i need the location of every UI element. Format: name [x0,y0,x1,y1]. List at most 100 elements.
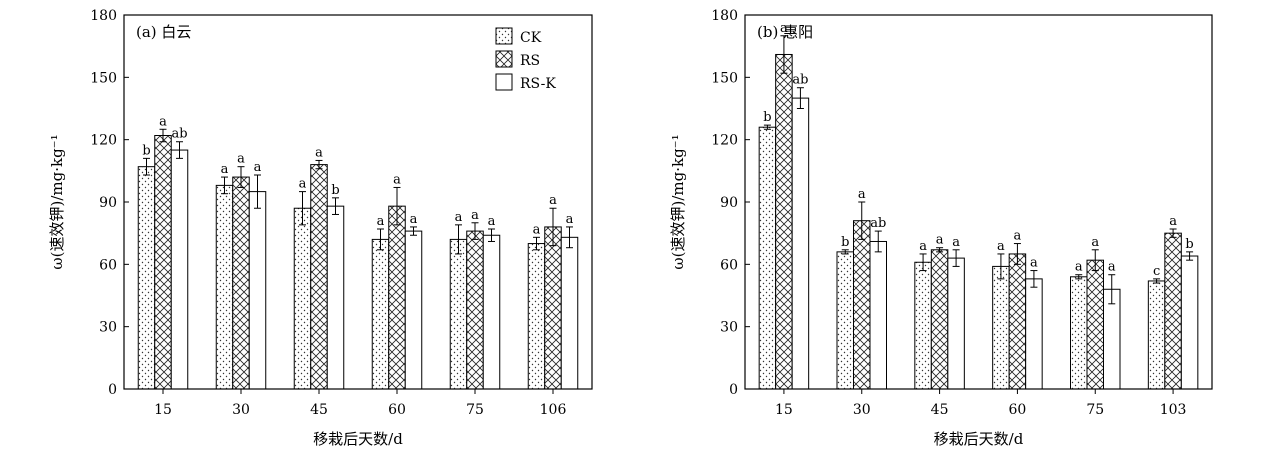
y-tick-label: 150 [711,70,738,86]
significance-label: ab [792,73,808,88]
plot-frame [744,14,1213,390]
y-tick-label: 60 [720,257,738,273]
bar-rs-k-15 [170,149,189,390]
bar-rs-45 [930,249,949,390]
significance-label: a [1091,235,1099,250]
bar-rs-k-75 [482,234,501,390]
bar-rs-103 [1164,232,1182,390]
panel-label: (b) 惠阳 [757,23,813,41]
significance-label: b [1185,237,1193,252]
significance-label: a [1108,260,1116,275]
significance-label: a [377,214,385,229]
y-axis-label: ω(速效钾)/mg·kg⁻¹ [48,134,66,269]
significance-label: a [455,210,463,225]
bar-rs-k-45 [947,257,965,390]
bar-ck-30 [836,251,854,390]
y-tick-label: 30 [99,320,117,336]
y-tick-label: 0 [108,382,117,398]
significance-label: ab [171,127,187,142]
y-tick-label: 180 [711,8,738,24]
significance-label: c [1153,264,1160,279]
bar-ck-106 [527,243,546,390]
legend-swatch-rs [495,50,513,68]
x-tick-label: 15 [775,402,793,418]
y-tick-label: 120 [711,133,738,149]
bar-rs-30 [853,220,871,390]
bar-rs-45 [310,164,328,390]
significance-label: a [997,239,1005,254]
legend: CK RS RS-K [495,27,556,92]
x-tick-label: 15 [154,402,172,418]
significance-label: a [1075,260,1083,275]
x-tick-label: 103 [1160,402,1187,418]
x-axis-label: 移栽后天数/d [934,430,1024,448]
significance-label: b [331,183,339,198]
significance-label: a [1014,229,1022,244]
x-tick-label: 60 [1009,402,1027,418]
significance-label: a [936,233,944,248]
bar-rs-k-106 [560,236,579,390]
bar-rs-30 [232,176,250,390]
y-tick-label: 120 [90,133,117,149]
significance-label: a [1030,256,1038,271]
bar-ck-75 [449,238,468,390]
legend-label-ck: CK [520,30,542,46]
bar-rs-k-30 [248,191,267,390]
significance-label: ab [870,216,886,231]
significance-label: a [237,152,245,167]
x-tick-label: 75 [1086,402,1104,418]
significance-label: b [763,110,771,125]
bar-rs-60 [388,205,406,390]
significance-label: b [841,235,849,250]
significance-label: a [780,21,788,36]
x-tick-label: 106 [540,402,567,418]
bar-rs-k-60 [1025,278,1043,390]
plot-frame [123,14,593,390]
significance-label: a [549,193,557,208]
bar-rs-15 [154,135,172,390]
bar-ck-15 [137,166,156,390]
significance-label: a [254,160,262,175]
significance-label: a [393,172,401,187]
bar-ck-60 [371,238,390,390]
x-tick-label: 30 [232,402,250,418]
bar-rs-k-15 [791,97,810,390]
legend-label-rs-k: RS-K [520,76,556,92]
significance-label: a [952,235,960,250]
legend-swatch-ck [495,27,513,45]
significance-label: a [315,145,323,160]
significance-label: a [1169,214,1177,229]
y-tick-label: 30 [720,320,738,336]
x-tick-label: 60 [388,402,406,418]
panel-label: (a) 白云 [136,23,191,41]
significance-label: b [142,143,150,158]
legend-label-rs: RS [520,53,540,69]
significance-label: a [488,214,496,229]
bar-ck-75 [1070,276,1088,390]
bar-rs-k-103 [1180,255,1199,390]
significance-label: a [410,212,418,227]
x-tick-label: 30 [853,402,871,418]
bar-rs-15 [775,53,793,390]
bar-ck-60 [992,265,1010,390]
bar-rs-k-30 [869,240,887,390]
bar-rs-75 [466,230,484,390]
bar-rs-k-45 [326,205,345,390]
y-tick-label: 0 [729,382,738,398]
significance-label: a [299,177,307,192]
bar-rs-106 [544,226,562,390]
y-tick-label: 90 [720,195,738,211]
bar-ck-103 [1147,280,1166,390]
bar-ck-45 [914,261,932,390]
y-tick-label: 150 [90,70,117,86]
x-tick-label: 45 [931,402,949,418]
x-tick-label: 45 [310,402,328,418]
y-tick-label: 180 [90,8,117,24]
y-tick-label: 60 [99,257,117,273]
significance-label: a [221,162,229,177]
significance-label: a [471,208,479,223]
x-tick-label: 75 [466,402,484,418]
y-tick-label: 90 [99,195,117,211]
